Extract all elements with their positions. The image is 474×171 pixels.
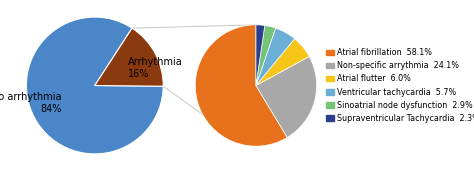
Wedge shape (256, 39, 309, 86)
Wedge shape (95, 28, 163, 86)
Wedge shape (27, 17, 163, 154)
Wedge shape (256, 28, 295, 86)
Text: No arrhythmia
84%: No arrhythmia 84% (0, 93, 62, 114)
Wedge shape (256, 25, 265, 86)
Wedge shape (256, 25, 275, 86)
Text: Arrhythmia
16%: Arrhythmia 16% (128, 57, 182, 78)
Wedge shape (256, 56, 317, 137)
Legend: Atrial fibrillation  58.1%, Non-specific arrythmia  24.1%, Atrial flutter  6.0%,: Atrial fibrillation 58.1%, Non-specific … (326, 48, 474, 123)
Wedge shape (195, 25, 287, 146)
